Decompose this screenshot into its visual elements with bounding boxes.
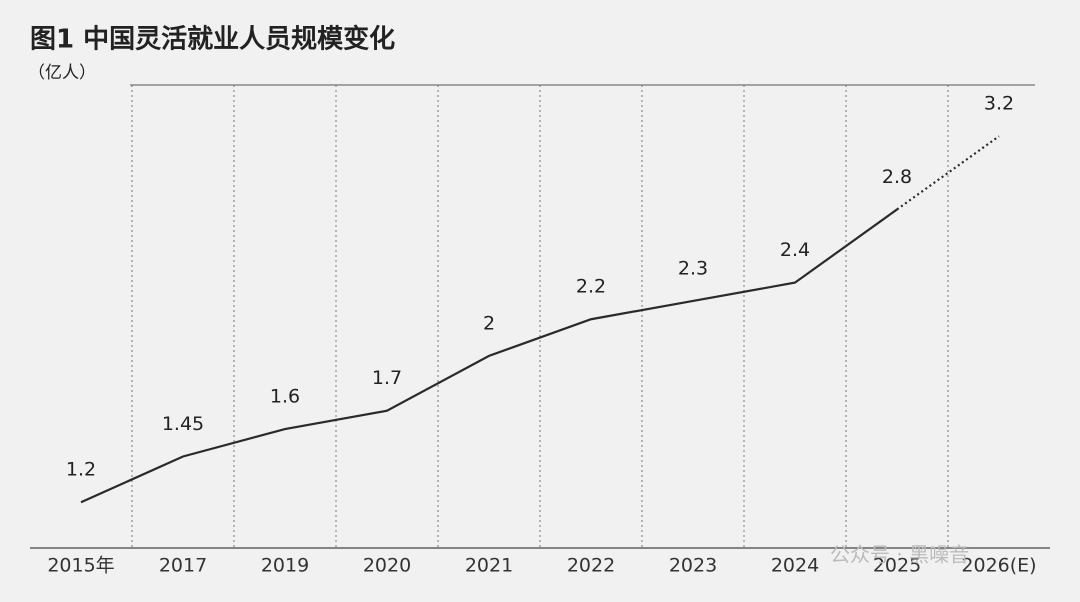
value-label: 2.8 bbox=[882, 166, 912, 188]
x-tick-label: 2017 bbox=[159, 555, 207, 577]
value-label: 2.2 bbox=[576, 276, 606, 298]
x-tick-label: 2022 bbox=[567, 555, 615, 577]
value-label: 1.7 bbox=[372, 367, 402, 389]
value-label: 1.6 bbox=[270, 386, 300, 408]
watermark: 公众号 · 黑噪音 bbox=[830, 543, 969, 567]
chart-subtitle: （亿人） bbox=[28, 63, 96, 83]
x-tick-label: 2024 bbox=[771, 555, 819, 577]
x-tick-label: 2020 bbox=[363, 555, 411, 577]
value-label: 2.4 bbox=[780, 239, 810, 261]
chart-title: 图1 中国灵活就业人员规模变化 bbox=[30, 24, 395, 55]
x-tick-label: 2023 bbox=[669, 555, 717, 577]
value-label: 2.3 bbox=[678, 257, 708, 279]
value-label: 3.2 bbox=[984, 93, 1014, 115]
value-label: 2 bbox=[483, 312, 495, 334]
x-tick-label: 2025 bbox=[873, 555, 921, 577]
x-tick-label: 2019 bbox=[261, 555, 309, 577]
line bbox=[80, 208, 898, 504]
value-label: 1.45 bbox=[162, 413, 204, 435]
x-tick-label: 2021 bbox=[465, 555, 513, 577]
x-tick-label: 2015年 bbox=[47, 555, 114, 577]
projected-line bbox=[896, 135, 1000, 211]
value-label: 1.2 bbox=[66, 459, 96, 481]
x-tick-label: 2026(E) bbox=[961, 555, 1036, 577]
